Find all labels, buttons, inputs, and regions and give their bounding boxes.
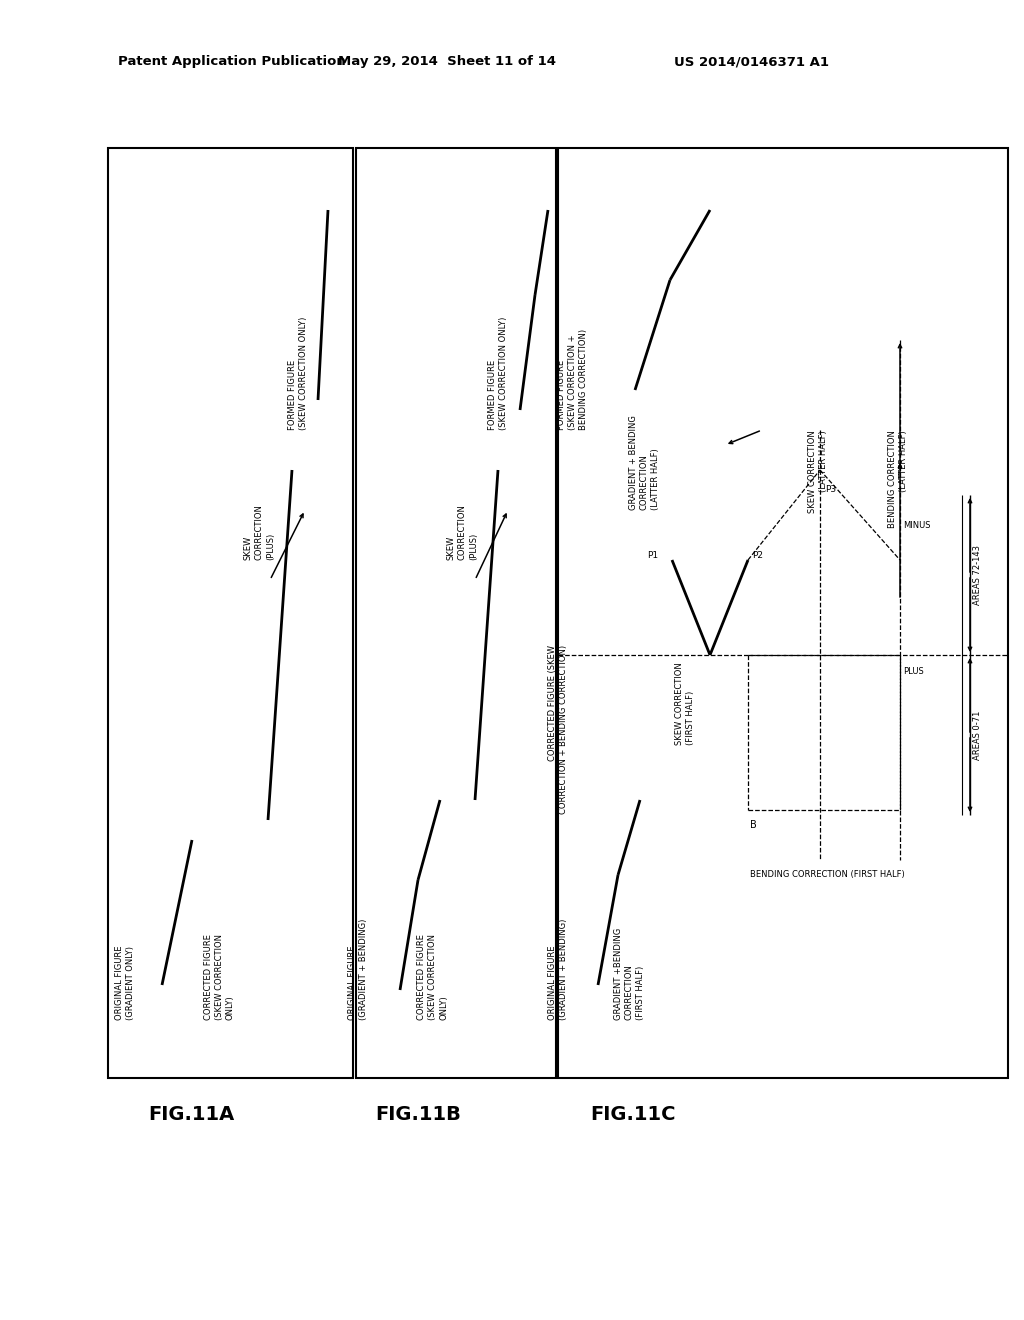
Text: ORIGINAL FIGURE
(GRADIENT ONLY): ORIGINAL FIGURE (GRADIENT ONLY) <box>115 945 135 1020</box>
Text: SKEW CORRECTION
(FIRST HALF): SKEW CORRECTION (FIRST HALF) <box>675 663 695 744</box>
Text: MINUS: MINUS <box>903 520 931 529</box>
Text: FIG.11B: FIG.11B <box>375 1105 461 1125</box>
Text: PLUS: PLUS <box>903 668 924 676</box>
Text: B: B <box>750 820 757 830</box>
Text: GRADIENT +BENDING
CORRECTION
(FIRST HALF): GRADIENT +BENDING CORRECTION (FIRST HALF… <box>613 928 645 1020</box>
Text: CORRECTED FIGURE
(SKEW CORRECTION
ONLY): CORRECTED FIGURE (SKEW CORRECTION ONLY) <box>204 935 234 1020</box>
Text: FIG.11C: FIG.11C <box>590 1105 676 1125</box>
Text: SKEW
CORRECTION
(PLUS): SKEW CORRECTION (PLUS) <box>446 504 478 560</box>
Text: P3: P3 <box>825 486 837 495</box>
Text: ORIGINAL FIGURE
(GRADIENT + BENDING): ORIGINAL FIGURE (GRADIENT + BENDING) <box>548 919 568 1020</box>
Text: BENDING CORRECTION (FIRST HALF): BENDING CORRECTION (FIRST HALF) <box>750 870 905 879</box>
Text: SKEW CORRECTION
(LATTER HALF): SKEW CORRECTION (LATTER HALF) <box>808 430 828 512</box>
Bar <box>356 148 556 1078</box>
Bar <box>108 148 353 1078</box>
Text: P2: P2 <box>752 550 763 560</box>
Text: P1: P1 <box>647 550 658 560</box>
Text: AREAS 72-143: AREAS 72-143 <box>973 545 982 605</box>
Text: SKEW
CORRECTION
(PLUS): SKEW CORRECTION (PLUS) <box>244 504 275 560</box>
Text: May 29, 2014  Sheet 11 of 14: May 29, 2014 Sheet 11 of 14 <box>338 55 556 69</box>
Text: FORMED FIGURE
(SKEW CORRECTION +
BENDING CORRECTION): FORMED FIGURE (SKEW CORRECTION + BENDING… <box>557 329 588 430</box>
Text: FORMED FIGURE
(SKEW CORRECTION ONLY): FORMED FIGURE (SKEW CORRECTION ONLY) <box>288 317 308 430</box>
Text: GRADIENT + BENDING
CORRECTION
(LATTER HALF): GRADIENT + BENDING CORRECTION (LATTER HA… <box>629 414 660 510</box>
Text: CORRECTED FIGURE (SKEW
CORRECTION + BENDING CORRECTION): CORRECTED FIGURE (SKEW CORRECTION + BEND… <box>548 645 568 814</box>
Text: FORMED FIGURE
(SKEW CORRECTION ONLY): FORMED FIGURE (SKEW CORRECTION ONLY) <box>487 317 508 430</box>
Text: ORIGINAL FIGURE
(GRADIENT + BENDING): ORIGINAL FIGURE (GRADIENT + BENDING) <box>348 919 368 1020</box>
Text: FIG.11A: FIG.11A <box>148 1105 234 1125</box>
Text: BENDING CORRECTION
(LATTER HALF): BENDING CORRECTION (LATTER HALF) <box>888 430 908 528</box>
Text: Patent Application Publication: Patent Application Publication <box>118 55 346 69</box>
Text: CORRECTED FIGURE
(SKEW CORRECTION
ONLY): CORRECTED FIGURE (SKEW CORRECTION ONLY) <box>417 935 449 1020</box>
Bar <box>558 148 1008 1078</box>
Text: AREAS 0-71: AREAS 0-71 <box>973 710 982 760</box>
Text: US 2014/0146371 A1: US 2014/0146371 A1 <box>674 55 829 69</box>
